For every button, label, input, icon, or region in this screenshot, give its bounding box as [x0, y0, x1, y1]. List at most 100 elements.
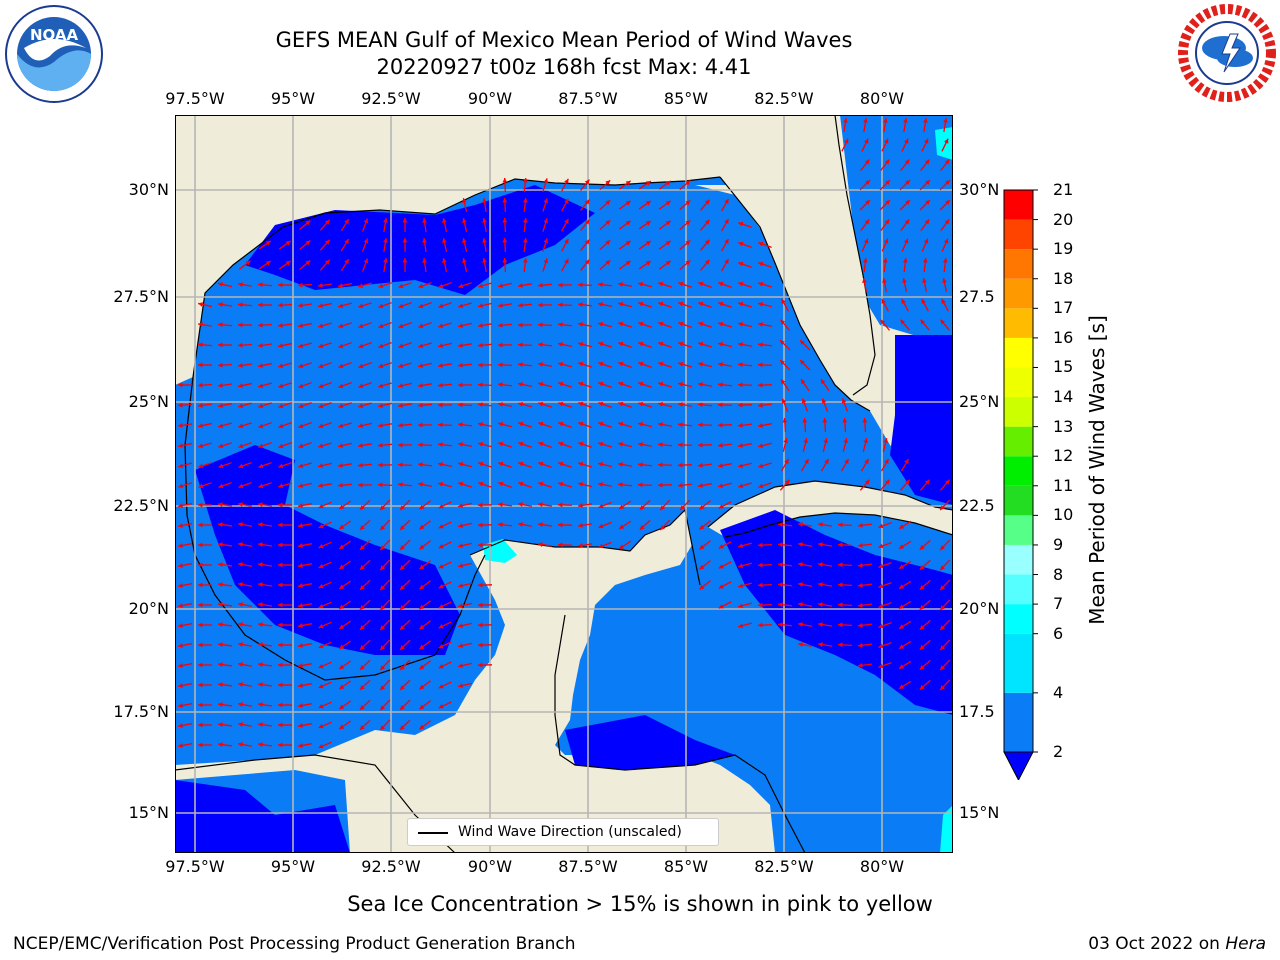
wave-arrow-179 — [277, 302, 293, 308]
wave-arrow-453 — [377, 462, 393, 468]
wave-arrow-716 — [797, 622, 813, 627]
wave-arrow-681 — [419, 600, 431, 610]
wave-arrow-314 — [358, 382, 372, 389]
wave-arrow-608 — [878, 541, 892, 549]
wave-arrow-568 — [639, 519, 651, 531]
wave-arrow-549 — [257, 522, 273, 528]
wave-arrow-618 — [298, 563, 312, 568]
wave-arrow-533 — [517, 502, 533, 507]
wave-arrow-58 — [442, 218, 448, 232]
wave-arrow-806 — [277, 722, 293, 728]
wave-arrow-252 — [378, 342, 392, 349]
wave-arrow-447 — [258, 462, 272, 469]
wave-arrow-289 — [497, 362, 513, 368]
wave-arrow-433 — [697, 442, 713, 448]
wave-arrow-193 — [557, 302, 573, 308]
wave-arrow-634 — [837, 562, 853, 568]
colorbar — [1003, 189, 1038, 780]
wave-arrow-517 — [197, 502, 213, 508]
lon-label-bottom-5: 85°W — [663, 857, 709, 876]
wave-arrow-622 — [379, 559, 391, 571]
wave-arrow-168 — [738, 281, 752, 288]
lon-label-bottom-3: 90°W — [467, 857, 513, 876]
wave-arrow-805 — [257, 722, 273, 728]
wave-arrow-192 — [537, 302, 553, 308]
wave-arrow-607 — [857, 542, 873, 548]
wave-arrow-732 — [338, 640, 352, 650]
wave-arrow-81 — [299, 239, 311, 251]
wave-arrow-173 — [922, 278, 928, 292]
wave-arrow-382 — [377, 423, 393, 428]
wave-arrow-205 — [881, 298, 889, 312]
wave-arrow-17 — [502, 177, 508, 193]
wave-arrow-728 — [257, 642, 273, 648]
wave-arrow-461 — [538, 461, 552, 468]
chart-subtitle: 20220927 t00z 168h fcst Max: 4.41 — [376, 55, 752, 79]
wave-arrow-102 — [720, 238, 730, 252]
wave-arrow-309 — [258, 382, 272, 388]
wave-arrow-207 — [921, 298, 929, 312]
wave-arrow-329 — [658, 381, 672, 388]
wave-arrow-42 — [658, 200, 672, 210]
wave-arrow-543 — [718, 501, 732, 509]
wave-arrow-405 — [842, 417, 848, 433]
wave-arrow-504 — [657, 482, 673, 488]
wave-arrow-428 — [598, 441, 612, 448]
wave-arrow-664 — [857, 582, 873, 588]
footer-branch: NCEP/EMC/Verification Post Processing Pr… — [13, 934, 576, 954]
wave-arrow-761 — [438, 661, 452, 669]
wave-arrow-720 — [878, 621, 892, 629]
wave-arrow-20 — [561, 178, 569, 192]
wave-arrow-772 — [238, 682, 252, 687]
wave-arrow-391 — [558, 421, 572, 429]
patch-honduras-coast — [565, 715, 735, 770]
coastline-gulf-north — [192, 176, 721, 378]
wave-arrow-333 — [737, 382, 753, 388]
colorbar-band-1 — [1004, 633, 1033, 693]
wave-arrow-189 — [478, 302, 492, 308]
wave-arrow-219 — [398, 322, 412, 329]
wave-arrow-297 — [658, 361, 672, 368]
wave-arrow-559 — [458, 522, 472, 528]
wave-arrow-4 — [923, 117, 928, 133]
wave-arrow-690 — [817, 602, 833, 607]
wave-arrow-705 — [338, 620, 352, 630]
wave-arrow-376 — [258, 422, 272, 429]
wave-arrow-280 — [318, 362, 332, 369]
wave-arrow-361 — [638, 401, 652, 408]
wave-arrow-506 — [698, 483, 712, 488]
lon-label-bottom-0: 97.5°W — [165, 857, 225, 876]
wave-arrow-275 — [217, 362, 233, 368]
wave-arrow-53 — [340, 218, 350, 232]
wave-arrow-660 — [777, 582, 793, 588]
wave-arrow-69 — [658, 220, 672, 230]
map-canvas — [175, 115, 953, 853]
wave-arrow-272 — [779, 339, 791, 351]
wave-arrow-356 — [538, 401, 552, 408]
wave-arrow-780 — [399, 679, 411, 691]
land-florida — [695, 115, 875, 395]
wave-arrow-763 — [477, 662, 493, 668]
wave-arrow-529 — [438, 501, 452, 509]
wave-arrow-548 — [238, 522, 252, 527]
wave-arrow-330 — [678, 382, 692, 388]
wave-arrow-505 — [677, 482, 693, 488]
wave-arrow-508 — [738, 482, 752, 489]
colorbar-tick-4: 17 — [1053, 298, 1074, 318]
colorbar-band-13 — [1004, 278, 1033, 309]
coastlines — [175, 115, 953, 853]
wave-arrow-114 — [319, 259, 331, 271]
wave-arrow-469 — [697, 462, 713, 468]
wave-arrow-288 — [477, 362, 493, 368]
wave-arrow-746 — [919, 639, 931, 651]
wave-arrow-212 — [257, 322, 273, 328]
colorbar-under-triangle — [1003, 751, 1034, 780]
wave-arrow-191 — [517, 302, 533, 308]
wave-arrow-679 — [379, 599, 391, 611]
wave-arrow-348 — [378, 402, 392, 408]
wave-arrow-67 — [618, 220, 632, 230]
wave-arrow-692 — [857, 602, 873, 608]
wave-arrow-494 — [458, 481, 472, 488]
wave-arrow-769 — [178, 682, 192, 688]
wave-arrow-547 — [217, 522, 233, 528]
